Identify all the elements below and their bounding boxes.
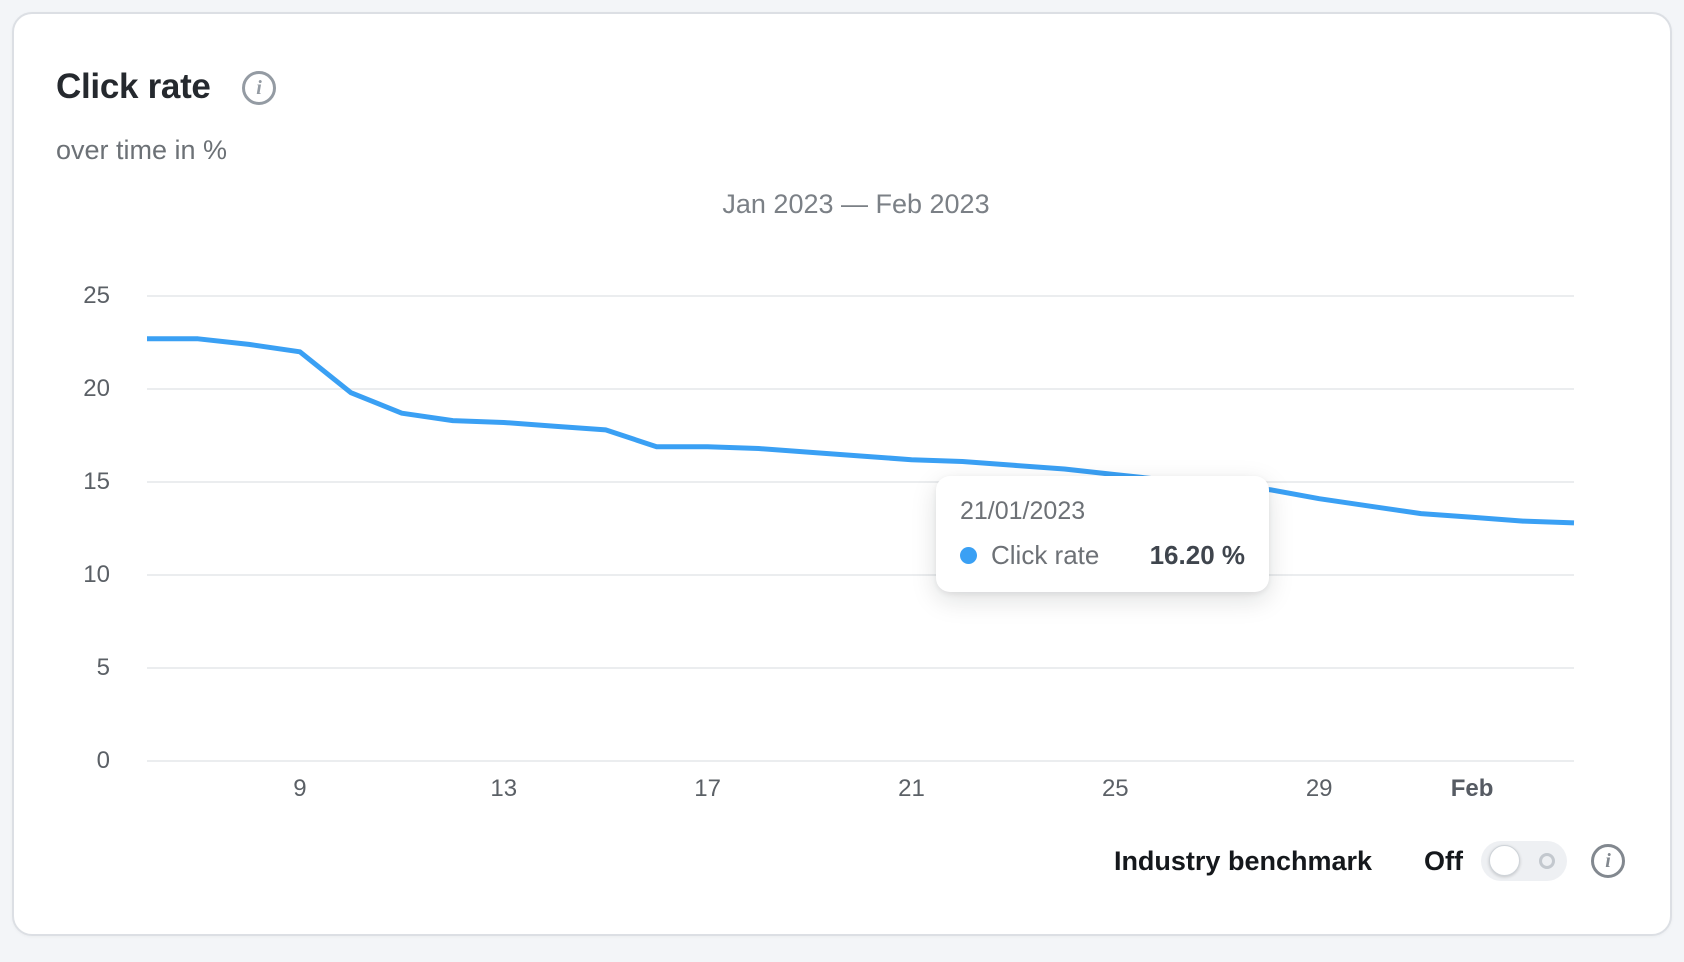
y-tick-label-10: 10 — [83, 561, 110, 588]
x-tick-label-21: 21 — [898, 775, 925, 802]
y-tick-label-15: 15 — [83, 468, 110, 495]
industry-benchmark-label: Industry benchmark — [1113, 845, 1373, 876]
tooltip-date: 21/01/2023 — [960, 497, 1086, 525]
y-tick-label-25: 25 — [83, 282, 110, 309]
y-tick-label-5: 5 — [96, 654, 110, 681]
benchmark-state-label: Off — [1424, 845, 1463, 876]
x-tick-label-29: 29 — [1305, 775, 1333, 802]
series-dot-icon — [960, 547, 977, 564]
click-rate-card: Click rate i over time in % Jan 2023 — F… — [12, 12, 1672, 936]
y-tick-label-0: 0 — [96, 747, 110, 774]
x-tick-label-25: 25 — [1101, 775, 1129, 802]
tooltip-series-value: 16.20 % — [1149, 540, 1245, 570]
x-tick-label-17: 17 — [694, 775, 721, 802]
y-tick-label-20: 20 — [83, 375, 110, 402]
benchmark-toggle[interactable] — [1481, 841, 1567, 881]
click-rate-line-series[interactable] — [147, 336, 1575, 526]
industry-benchmark-control: Industry benchmark Off i — [1114, 840, 1625, 882]
tooltip-series-row: Click rate 16.20 % — [960, 540, 1245, 571]
gridlines — [147, 295, 1574, 762]
chart-date-range: Jan 2023 — Feb 2023 — [722, 189, 990, 219]
info-icon[interactable]: i — [1591, 844, 1625, 878]
tooltip-series-label: Click rate — [991, 540, 1100, 570]
chart-tooltip: 21/01/2023 Click rate 16.20 % — [936, 476, 1269, 592]
x-tick-label-feb: Feb — [1450, 775, 1494, 802]
card-title: Click rate — [56, 67, 211, 106]
card-subtitle: over time in % — [56, 135, 228, 165]
x-tick-label-13: 13 — [490, 775, 518, 802]
info-icon[interactable]: i — [242, 71, 276, 105]
x-tick-label-9: 9 — [293, 775, 307, 802]
toggle-knob[interactable] — [1489, 845, 1520, 876]
toggle-off-ring-icon — [1539, 853, 1555, 869]
click-rate-chart[interactable] — [14, 14, 1684, 962]
